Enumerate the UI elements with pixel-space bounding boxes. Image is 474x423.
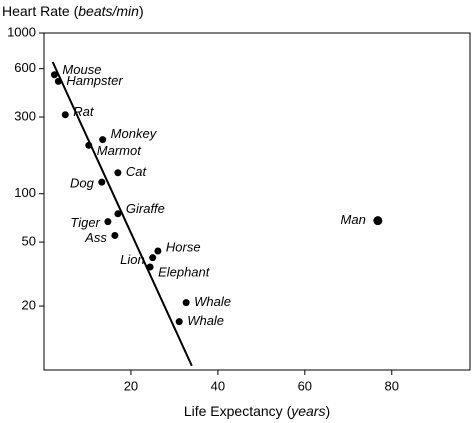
point-label: Rat (73, 104, 95, 119)
point-label: Man (341, 212, 366, 227)
y-tick-label: 50 (22, 234, 36, 249)
y-tick-label: 600 (14, 60, 36, 75)
y-label-unit: beats/min (78, 3, 139, 19)
fit-line (51, 61, 193, 367)
point (50, 71, 58, 79)
point (114, 169, 122, 177)
point (111, 231, 119, 239)
point-label: Giraffe (126, 201, 165, 216)
point-label: Ass (84, 230, 107, 245)
point (146, 263, 154, 271)
x-tick-label: 20 (124, 378, 138, 393)
point-label: Dog (70, 176, 95, 191)
y-label-text: ) (139, 3, 144, 19)
point (61, 111, 69, 119)
x-label-text: Life Expectancy ( (184, 403, 292, 419)
point (98, 178, 106, 186)
point-label: Tiger (70, 215, 100, 230)
x-axis-label: Life Expectancy (years) (184, 403, 330, 419)
point (182, 299, 190, 307)
point-label: Whale (194, 294, 231, 309)
point (154, 247, 162, 255)
y-tick-label: 20 (22, 297, 36, 312)
point (175, 318, 183, 326)
y-label-text: Heart Rate ( (2, 3, 79, 19)
y-tick-label: 100 (14, 185, 36, 200)
point-label: Horse (166, 239, 201, 254)
y-axis-label: Heart Rate (beats/min) (2, 3, 144, 19)
point (373, 216, 383, 226)
point (85, 141, 93, 149)
point (149, 254, 157, 262)
x-label-text: ) (325, 403, 330, 419)
x-label-unit: years (290, 403, 325, 419)
x-tick-label: 60 (298, 378, 312, 393)
point-label: Mouse (62, 62, 101, 77)
point-label: Cat (126, 164, 148, 179)
x-tick-label: 80 (385, 378, 399, 393)
x-tick-label: 40 (211, 378, 225, 393)
point-label: Whale (187, 313, 224, 328)
point-label: Hampster (66, 73, 123, 88)
point-label: Elephant (158, 264, 211, 279)
point (99, 136, 107, 144)
plot-frame (43, 32, 471, 371)
y-tick-label: 300 (14, 108, 36, 123)
point-label: Monkey (111, 126, 158, 141)
point (114, 210, 122, 218)
point-label: Lion (120, 252, 145, 267)
point-label: Marmot (97, 143, 142, 158)
point (54, 77, 62, 85)
point (104, 218, 112, 226)
y-tick-label: 1000 (7, 24, 36, 39)
